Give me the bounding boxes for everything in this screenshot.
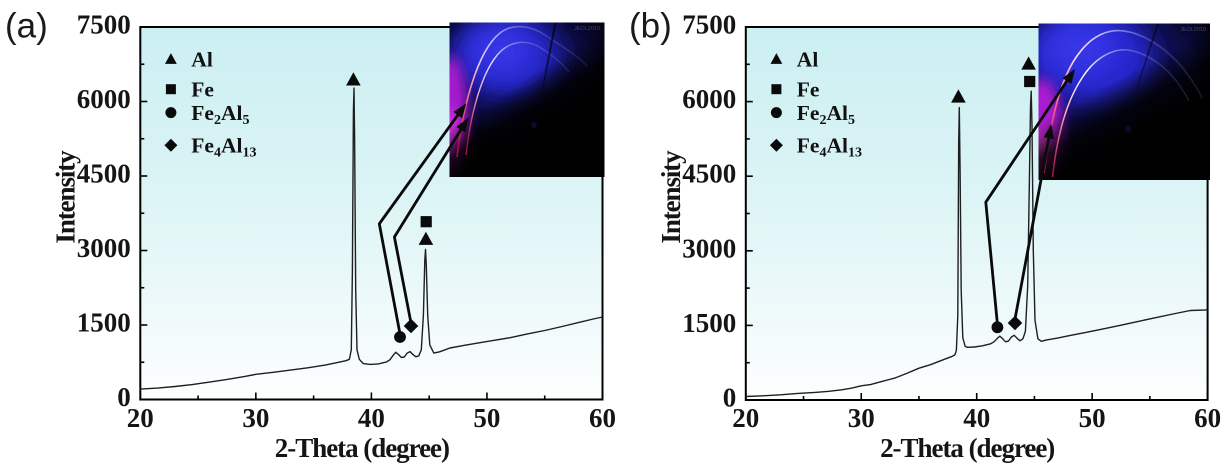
svg-text:3000: 3000 [682, 233, 736, 263]
svg-text:40: 40 [963, 403, 990, 433]
svg-text:50: 50 [473, 403, 500, 433]
svg-text:7500: 7500 [77, 10, 131, 40]
svg-text:1500: 1500 [682, 308, 736, 338]
svg-text:7500: 7500 [682, 10, 736, 40]
svg-text:0: 0 [723, 383, 737, 413]
svg-text:(a): (a) [5, 7, 48, 46]
svg-text:4500: 4500 [77, 159, 131, 189]
svg-text:2-Theta (degree): 2-Theta (degree) [880, 433, 1055, 463]
svg-text:1500: 1500 [77, 308, 131, 338]
svg-text:6000: 6000 [682, 84, 736, 114]
svg-text:Fe4Al13: Fe4Al13 [191, 134, 256, 161]
svg-text:Fe2Al5: Fe2Al5 [797, 101, 855, 128]
svg-text:60: 60 [1194, 403, 1221, 433]
svg-text:50: 50 [1079, 403, 1106, 433]
svg-text:2-Theta (degree): 2-Theta (degree) [275, 433, 450, 463]
svg-text:60: 60 [589, 403, 616, 433]
svg-text:30: 30 [242, 403, 269, 433]
svg-text:Fe4Al13: Fe4Al13 [797, 134, 862, 161]
svg-text:30: 30 [848, 403, 875, 433]
svg-text:Intensity: Intensity [51, 150, 81, 244]
svg-text:40: 40 [358, 403, 385, 433]
svg-text:6000: 6000 [77, 84, 131, 114]
svg-text:Al: Al [191, 48, 213, 72]
svg-text:Fe2Al5: Fe2Al5 [191, 101, 249, 128]
svg-text:3000: 3000 [77, 233, 131, 263]
svg-text:Fe: Fe [191, 78, 214, 102]
svg-text:JEOL2010: JEOL2010 [1180, 27, 1206, 33]
svg-text:20: 20 [732, 403, 759, 433]
svg-text:20: 20 [127, 403, 154, 433]
svg-text:0: 0 [117, 382, 131, 412]
svg-text:Fe: Fe [797, 78, 820, 102]
svg-text:Intensity: Intensity [656, 150, 686, 244]
svg-text:JEOL2010: JEOL2010 [574, 26, 600, 32]
svg-text:4500: 4500 [682, 159, 736, 189]
svg-text:(b): (b) [629, 7, 672, 46]
svg-text:Al: Al [797, 48, 819, 72]
